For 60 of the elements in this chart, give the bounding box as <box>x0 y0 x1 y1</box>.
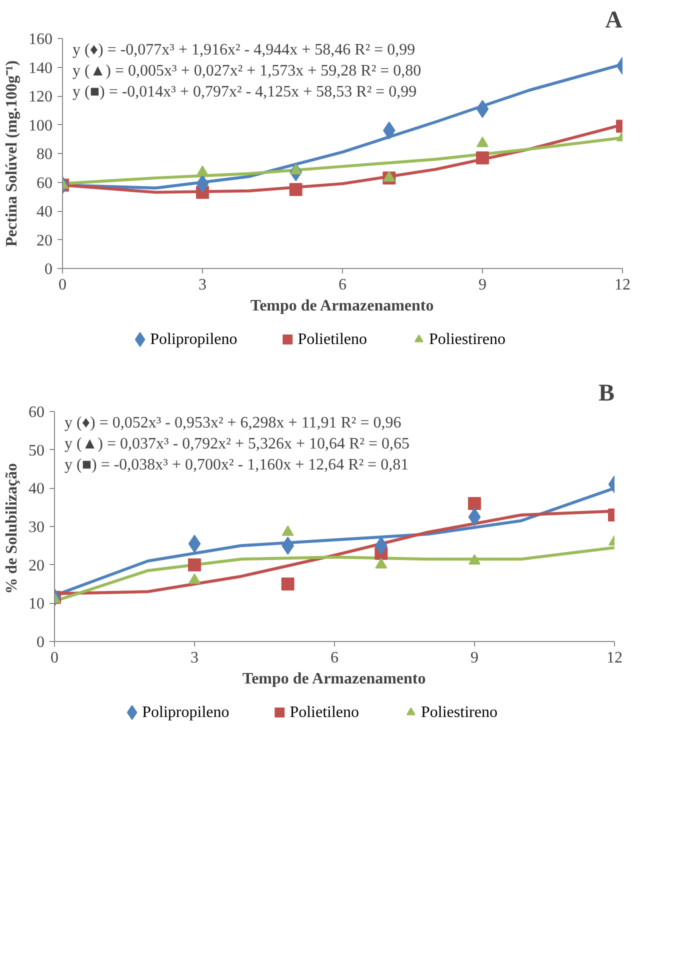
y-tick-label: 40 <box>36 204 52 220</box>
y-tick-label: 50 <box>28 442 44 460</box>
x-tick-label: 9 <box>478 276 486 294</box>
y-axis-title: Pectina Solúvel (mg.100g⁻¹) <box>4 60 20 247</box>
y-tick-label: 120 <box>28 88 52 106</box>
y-tick-label: 20 <box>28 557 44 574</box>
y-tick-label: 20 <box>36 232 52 250</box>
point <box>476 151 489 164</box>
x-tick-label: 3 <box>198 276 206 294</box>
point <box>188 573 200 584</box>
x-tick-label: 12 <box>614 276 630 294</box>
x-tick-label: 12 <box>606 650 622 666</box>
chart-title: A <box>605 8 624 34</box>
annotation: y (■) = -0,014x³ + 0,797x² - 4,125x + 58,53 R² = 0,99 <box>72 84 417 100</box>
y-tick-label: 0 <box>44 261 52 278</box>
y-tick-label: 160 <box>28 31 52 48</box>
chart-title: B <box>598 380 615 406</box>
y-tick-label: 10 <box>28 596 44 613</box>
y-tick-label: 80 <box>36 146 52 163</box>
y-tick-label: 140 <box>28 60 52 77</box>
x-axis-title: Tempo de Armazenamento <box>250 298 434 314</box>
point <box>188 558 201 572</box>
y-tick-label: 0 <box>36 634 44 651</box>
point <box>281 578 294 590</box>
point <box>468 497 481 510</box>
point <box>196 165 208 176</box>
y-tick-label: 100 <box>28 117 52 134</box>
point <box>282 525 294 536</box>
legend-label: Poliestireno <box>429 331 506 348</box>
x-tick-label: 6 <box>338 276 346 294</box>
legend-label: Polipropileno <box>142 704 230 721</box>
legend-label: Polietileno <box>298 331 368 348</box>
annotation: y (▲) = 0,005x³ + 0,027x² + 1,573x + 59,28 R² = 0,80 <box>72 62 422 80</box>
annotation: y (♦) = -0,077x³ + 1,916x² - 4,944x + 58,46 R² = 0,99 <box>72 42 416 58</box>
point <box>468 508 481 526</box>
x-tick-label: 3 <box>190 650 198 666</box>
point <box>196 174 209 193</box>
y-axis-title: % de Solubilização <box>4 463 20 594</box>
point <box>188 534 201 553</box>
point <box>290 164 302 174</box>
annotation: y (▲) = 0,037x³ - 0,792x² + 5,326x + 10,64 R² = 0,65 <box>64 436 410 452</box>
legend-label: Polietileno <box>290 704 360 721</box>
legend-label: Polipropileno <box>150 331 238 348</box>
y-tick-label: 60 <box>28 404 44 421</box>
point <box>383 171 396 182</box>
point <box>476 136 488 148</box>
x-axis-title: Tempo de Armazenamento <box>242 670 426 688</box>
x-tick-label: 0 <box>58 276 66 294</box>
x-tick-label: 6 <box>330 650 338 666</box>
annotation: y (■) = -0,038x³ + 0,700x² - 1,160x + 12,64 R² = 0,81 <box>64 456 409 474</box>
y-tick-label: 40 <box>28 480 44 498</box>
y-tick-label: 60 <box>36 174 52 192</box>
point <box>468 554 480 565</box>
point <box>476 100 489 118</box>
x-tick-label: 9 <box>470 650 478 666</box>
y-tick-label: 30 <box>28 519 44 536</box>
point <box>375 558 388 569</box>
point <box>289 182 302 196</box>
legend-label: Poliestireno <box>421 704 498 721</box>
annotation: y (♦) = 0,052x³ - 0,953x² + 6,298x + 11,91 R² = 0,96 <box>64 414 402 432</box>
